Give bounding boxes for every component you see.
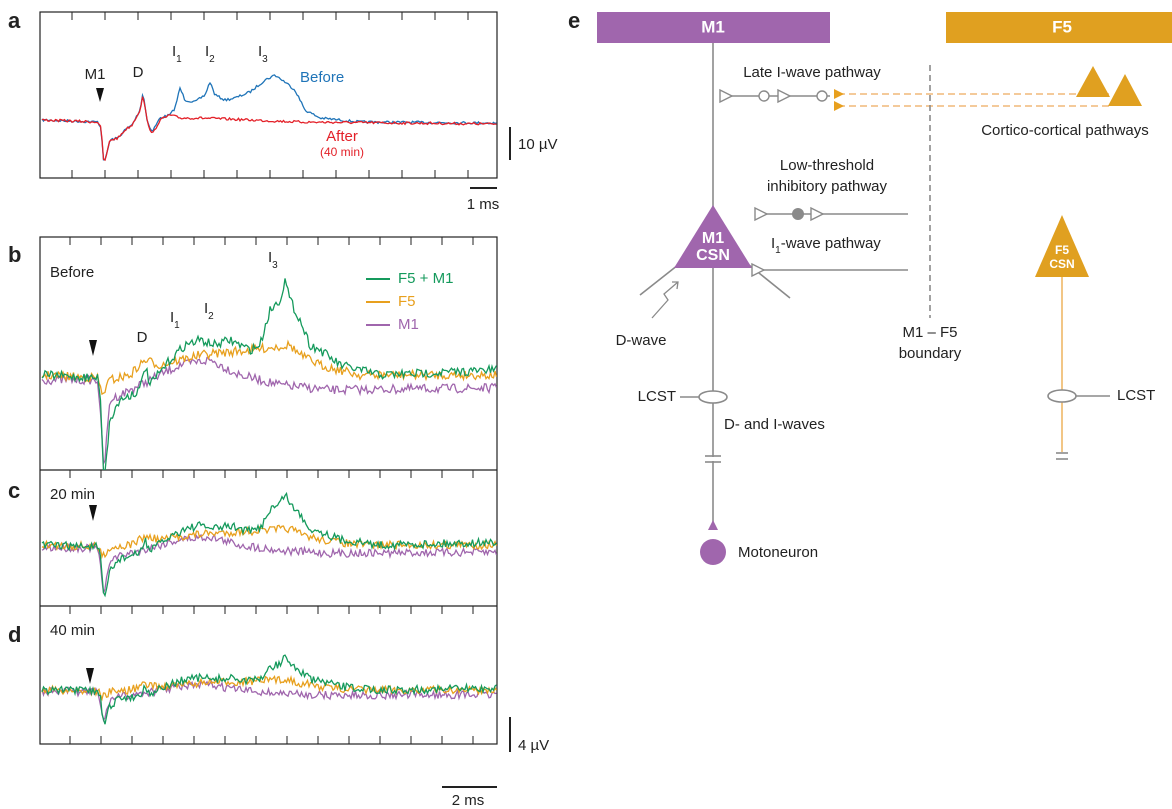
trace [41, 278, 497, 470]
boundary-label: boundary [899, 345, 962, 362]
subscript: 2 [208, 311, 214, 322]
trace-note: (40 min) [320, 145, 364, 159]
traces [41, 74, 497, 162]
trace [41, 654, 497, 725]
pathway-label: Low-threshold [780, 157, 874, 174]
scale-label: 10 µV [518, 136, 558, 153]
traces [41, 654, 497, 725]
legend: F5 + M1 F5 M1 [366, 270, 453, 333]
boundary-label: M1 – F5 [902, 324, 957, 341]
stim-marker [89, 505, 97, 521]
peak: I [258, 43, 262, 60]
peak: I [204, 300, 208, 317]
legend-label: M1 [398, 316, 419, 333]
neuron-label: F5 [1055, 243, 1069, 257]
subscript: 3 [272, 260, 278, 271]
peak-label: I3 [268, 249, 278, 271]
region-bar [597, 12, 830, 43]
panel-label: b [8, 242, 21, 267]
peak: I [205, 43, 209, 60]
scale-label: 1 ms [467, 196, 500, 213]
peak-label: D [133, 64, 144, 81]
subscript: 1 [176, 54, 182, 65]
peak: I [268, 249, 272, 266]
peak-label: I2 [205, 43, 215, 65]
trace [41, 96, 497, 162]
subscript: 2 [209, 54, 215, 65]
waves-label: D- and I-waves [724, 416, 825, 433]
subscript: 1 [775, 245, 781, 256]
trace [41, 339, 497, 396]
panel-label: c [8, 478, 20, 503]
peak-label: I3 [258, 43, 268, 65]
ticks [69, 237, 474, 744]
traces [41, 491, 497, 598]
scale-label: 4 µV [518, 737, 549, 754]
stim-marker [86, 668, 94, 684]
legend-label: F5 [398, 293, 416, 310]
condition-label: Before [50, 264, 94, 281]
subscript: 1 [174, 320, 180, 331]
stimulus-label: M1 [85, 66, 106, 83]
peak-label: I1 [172, 43, 182, 65]
panel-frame [39, 11, 498, 179]
pathway-label: I1-wave pathway [771, 235, 881, 256]
peak: I [170, 309, 174, 326]
pathway-label: Cortico-cortical pathways [981, 122, 1149, 139]
trace-label: After [326, 128, 358, 145]
neuron-label: CSN [696, 247, 730, 264]
panel-label: d [8, 622, 21, 647]
region-bar [946, 12, 1172, 43]
panel-label: e [568, 8, 580, 33]
stim-marker [89, 340, 97, 356]
region-label: F5 [1052, 17, 1072, 36]
i: I [771, 235, 775, 252]
panel-frame [39, 236, 498, 745]
pathway-label: inhibitory pathway [767, 178, 888, 195]
lcst-label: LCST [1117, 387, 1155, 404]
panel-label: a [8, 8, 21, 33]
circuit [639, 43, 1142, 565]
pathway-label: Late I-wave pathway [743, 64, 881, 81]
trace [41, 74, 497, 161]
condition-label: 20 min [50, 486, 95, 503]
trace [41, 680, 497, 722]
lcst-label: LCST [638, 388, 676, 405]
peak-label: I1 [170, 309, 180, 331]
peak-label: I2 [204, 300, 214, 322]
legend-label: F5 + M1 [398, 270, 453, 287]
ticks [71, 12, 469, 178]
rest: -wave pathway [781, 235, 882, 252]
peak-label: D [137, 329, 148, 346]
trace [41, 356, 497, 467]
neuron-label: CSN [1049, 257, 1074, 271]
condition-label: 40 min [50, 622, 95, 639]
peak: I [172, 43, 176, 60]
motoneuron-label: Motoneuron [738, 544, 818, 561]
dwave-label: D-wave [616, 332, 667, 349]
subscript: 3 [262, 54, 268, 65]
trace-label: Before [300, 69, 344, 86]
trace [41, 533, 497, 594]
neuron-label: M1 [702, 230, 724, 247]
region-label: M1 [701, 17, 725, 36]
trace [41, 491, 497, 598]
scale-label: 2 ms [452, 792, 485, 809]
traces [41, 278, 497, 470]
stim-marker [96, 88, 104, 102]
